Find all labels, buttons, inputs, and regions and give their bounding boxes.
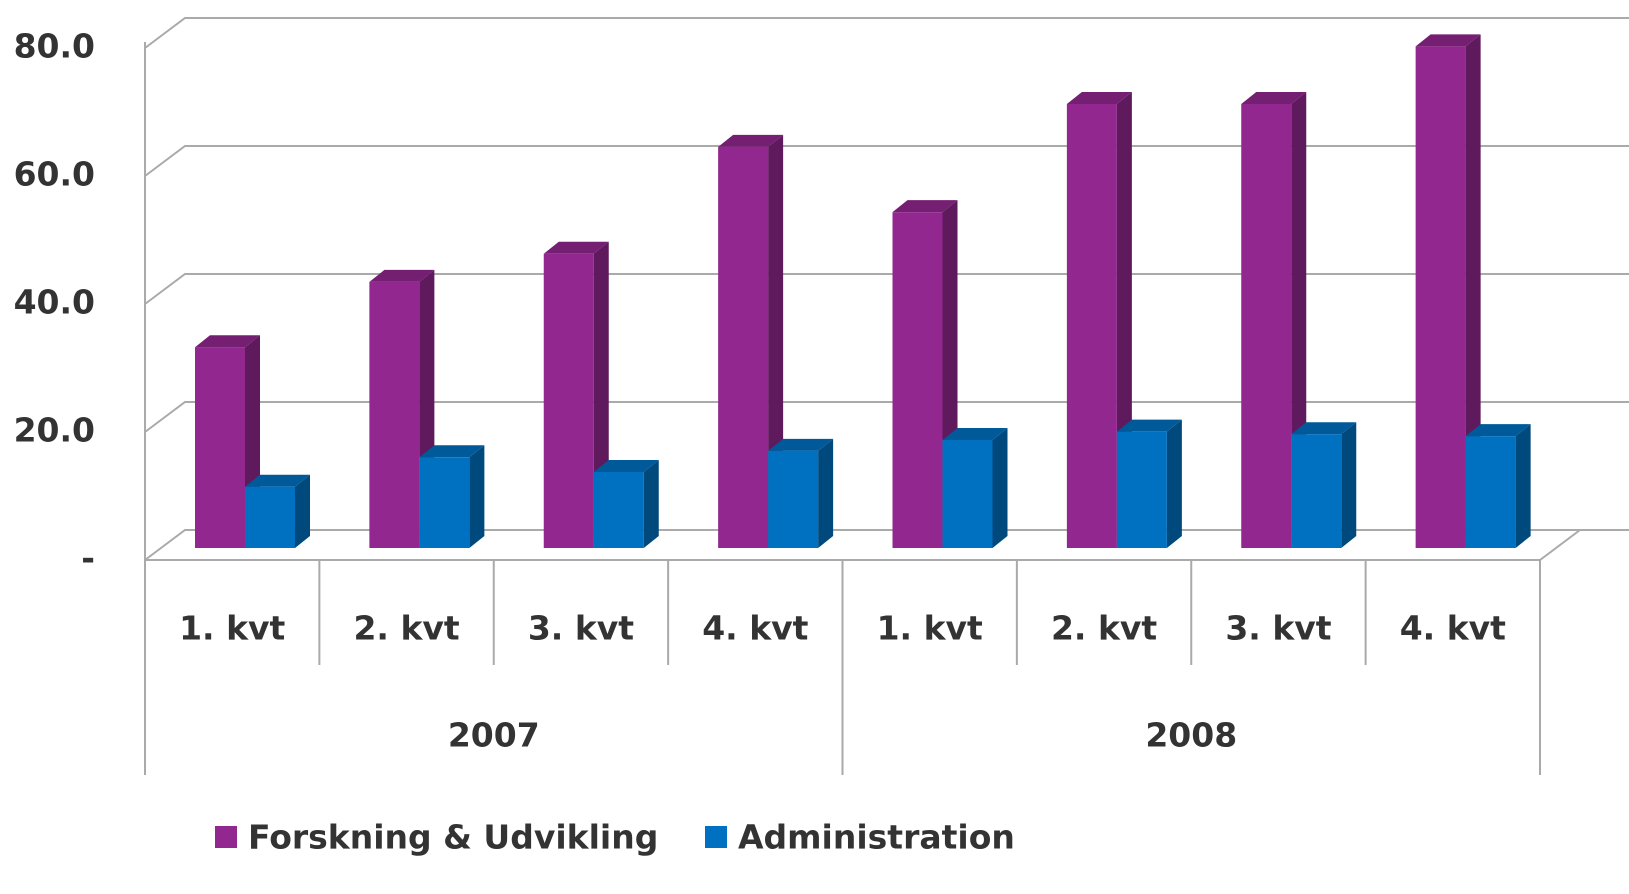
bar <box>768 438 834 548</box>
bar-front <box>245 486 295 548</box>
grid-line <box>144 17 1629 49</box>
grid-line <box>144 273 1629 305</box>
bar-side <box>1166 419 1182 548</box>
bar-front <box>1066 104 1117 548</box>
bar-side <box>1515 424 1531 548</box>
grid-line <box>144 401 1629 433</box>
x-tick-label: 2. kvt <box>1051 609 1157 648</box>
bar-top <box>1465 424 1531 437</box>
bar <box>1116 419 1182 548</box>
bar-side <box>818 438 834 548</box>
bar-top <box>1116 419 1182 432</box>
legend-label: Administration <box>738 818 1015 857</box>
bar <box>1291 422 1357 548</box>
bar-side <box>1341 422 1357 548</box>
legend-swatch <box>215 826 237 848</box>
bar-front <box>543 253 594 548</box>
bar-front <box>419 457 470 548</box>
bar <box>245 474 310 548</box>
bar-front <box>195 347 245 548</box>
y-tick-label: 40.0 <box>14 283 95 322</box>
bar-top <box>195 335 260 348</box>
bar <box>892 200 958 548</box>
bar <box>419 445 485 548</box>
bar-front <box>718 146 769 548</box>
bar-front <box>892 212 943 548</box>
grid-line <box>144 529 1629 561</box>
grid-line <box>144 145 1629 177</box>
bar-top <box>768 438 834 451</box>
group-label: 2008 <box>1145 716 1237 755</box>
x-tick-label: 3. kvt <box>528 609 634 648</box>
bar-top <box>543 241 609 254</box>
bar-top <box>419 445 485 458</box>
bar-side <box>295 474 310 548</box>
y-tick-label: 80.0 <box>14 27 95 66</box>
y-tick-label: 60.0 <box>14 155 95 194</box>
bar-top <box>593 460 659 472</box>
bar-front <box>593 472 644 548</box>
x-tick-label: 4. kvt <box>1400 609 1506 648</box>
bar-side <box>643 460 659 548</box>
bar-side <box>469 445 485 548</box>
legend-label: Forskning & Udvikling <box>248 818 658 857</box>
x-tick-label: 4. kvt <box>702 609 808 648</box>
x-tick-label: 1. kvt <box>877 609 983 648</box>
x-tick-label: 2. kvt <box>353 609 459 648</box>
bar-top <box>1415 34 1481 47</box>
bar <box>1465 424 1531 548</box>
bar <box>1241 92 1307 548</box>
bar-front <box>1415 46 1466 549</box>
bar <box>942 428 1008 548</box>
bar-front <box>942 440 993 548</box>
bar <box>1415 34 1481 549</box>
bar-side <box>992 428 1008 548</box>
bar-front <box>768 450 819 548</box>
bar-front <box>369 281 420 548</box>
bar-top <box>1291 422 1357 435</box>
bar-top <box>1241 92 1307 104</box>
group-label: 2007 <box>448 716 540 755</box>
bar-front <box>1291 434 1342 548</box>
bar-front <box>1465 436 1516 548</box>
x-tick-label: 1. kvt <box>179 609 285 648</box>
y-tick-label: 20.0 <box>14 411 95 450</box>
bar-top <box>892 200 958 213</box>
floor-edge <box>145 529 1581 561</box>
bar <box>1066 92 1132 548</box>
bar-front <box>1241 104 1292 548</box>
x-tick-label: 3. kvt <box>1225 609 1331 648</box>
bar-top <box>369 269 435 282</box>
bar-front <box>1116 431 1167 548</box>
bar-top <box>718 134 784 147</box>
bar-side <box>1465 34 1481 548</box>
bar-top <box>942 428 1008 440</box>
bar <box>593 460 659 548</box>
bar-top <box>1066 92 1132 104</box>
legend-swatch <box>705 826 727 848</box>
y-tick-label: - <box>81 539 95 578</box>
bar-top <box>245 474 310 487</box>
